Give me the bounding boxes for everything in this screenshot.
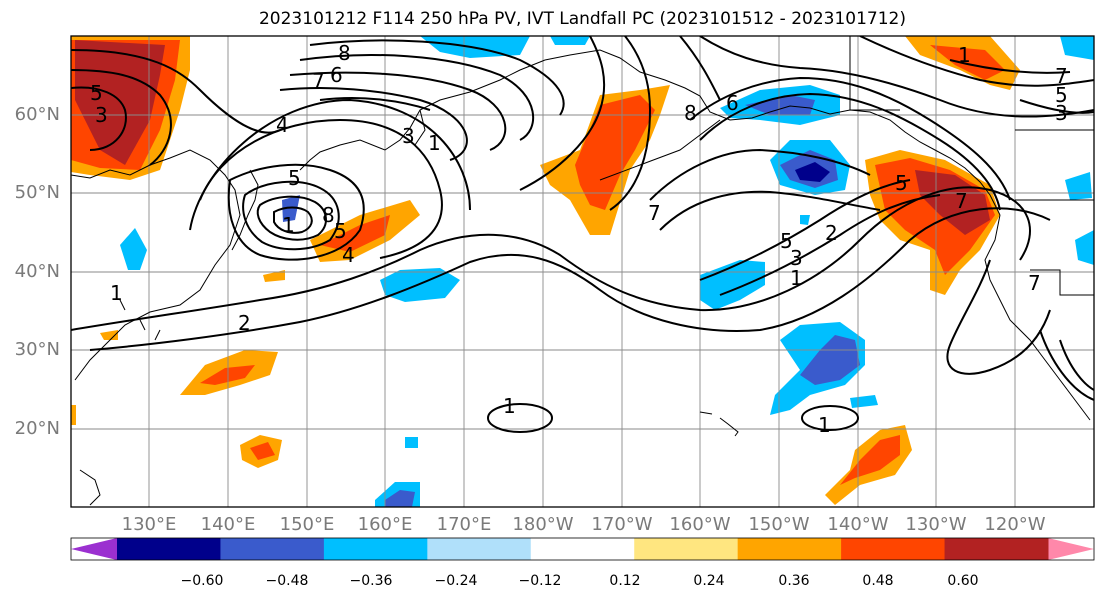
colorbar-bin [117,538,221,560]
contour-label: 1 [790,266,803,290]
colorbar-tick: −0.48 [265,573,309,589]
contour-label: 5 [780,229,793,253]
contour-label: 7 [955,189,968,213]
colorbar-tick: 0.48 [862,573,894,589]
contour-label: 7 [1028,271,1041,295]
lat-label: 20°N [14,418,60,439]
lon-label: 160°W [669,514,731,535]
lon-label: 160°E [357,514,413,535]
colorbar [71,538,1094,560]
contour-label: 1 [818,413,831,437]
contour-label: 3 [790,246,803,270]
lat-label: 60°N [14,104,60,125]
lat-label: 50°N [14,182,60,203]
pv-contours [71,36,1094,433]
contour-label: 7 [312,69,325,93]
contour-label: 2 [238,311,251,335]
contour-label: 1 [428,131,441,155]
lon-label: 130°E [121,514,177,535]
contour-label: 5 [288,166,301,190]
contour-label: 7 [1055,64,1068,88]
contour-label: 6 [330,63,343,87]
colorbar-extend-high [1048,538,1094,560]
colorbar-tick: 0.60 [947,573,979,589]
colorbar-tick: −0.36 [349,573,393,589]
lon-label: 180°W [512,514,574,535]
contour-label: 3 [95,103,108,127]
lon-label: 150°W [748,514,810,535]
colorbar-outline [70,537,1095,561]
colorbar-bin [323,538,428,560]
contour-label: 5 [895,171,908,195]
colorbar-tick: −0.12 [518,573,562,589]
colorbar-tick: 0.36 [778,573,810,589]
map-title: 2023101212 F114 250 hPa PV, IVT Landfall… [258,9,906,29]
contour-label: 1 [282,213,295,237]
lon-label: 130°W [905,514,967,535]
contour-label: 3 [1055,101,1068,125]
contour-label: 7 [648,201,661,225]
colorbar-tick: 0.24 [693,573,725,589]
colorbar-bin [427,538,532,560]
lat-label: 40°N [14,261,60,282]
lon-label: 170°W [591,514,653,535]
contour-label: 4 [276,113,289,137]
contour-label: 8 [322,203,335,227]
lon-label: 150°E [279,514,335,535]
contour-label: 8 [684,101,697,125]
lat-label: 30°N [14,339,60,360]
colorbar-tick: −0.60 [180,573,224,589]
contour-label: 8 [338,41,351,65]
contour-label: 1 [503,394,516,418]
contour-labels: 3 5 8 7 6 4 5 1 3 1 5 8 2 4 1 8 7 6 5 7 … [90,41,1068,437]
graticule [71,36,1094,507]
contour-label: 3 [402,124,415,148]
lon-label: 140°E [200,514,256,535]
colorbar-bin [841,538,946,560]
contour-label: 5 [334,219,347,243]
colorbar-extend-low [71,538,117,560]
contour-label: 2 [825,221,838,245]
colorbar-tick: −0.24 [434,573,478,589]
lon-label: 170°E [436,514,492,535]
contour-label: 1 [110,281,123,305]
colorbar-bin [220,538,325,560]
lon-label: 120°W [984,514,1046,535]
contour-label: 5 [90,81,103,105]
contour-label: 1 [958,43,971,67]
contour-label: 5 [1055,83,1068,107]
colorbar-tick: 0.12 [609,573,641,589]
colorbar-bin [634,538,739,560]
lon-label: 140°W [827,514,889,535]
contour-label: 6 [726,91,739,115]
colorbar-bin [530,538,635,560]
colorbar-bin [737,538,842,560]
map-frame [70,35,1095,508]
colorbar-bin [944,538,1049,560]
contour-label: 4 [342,243,355,267]
